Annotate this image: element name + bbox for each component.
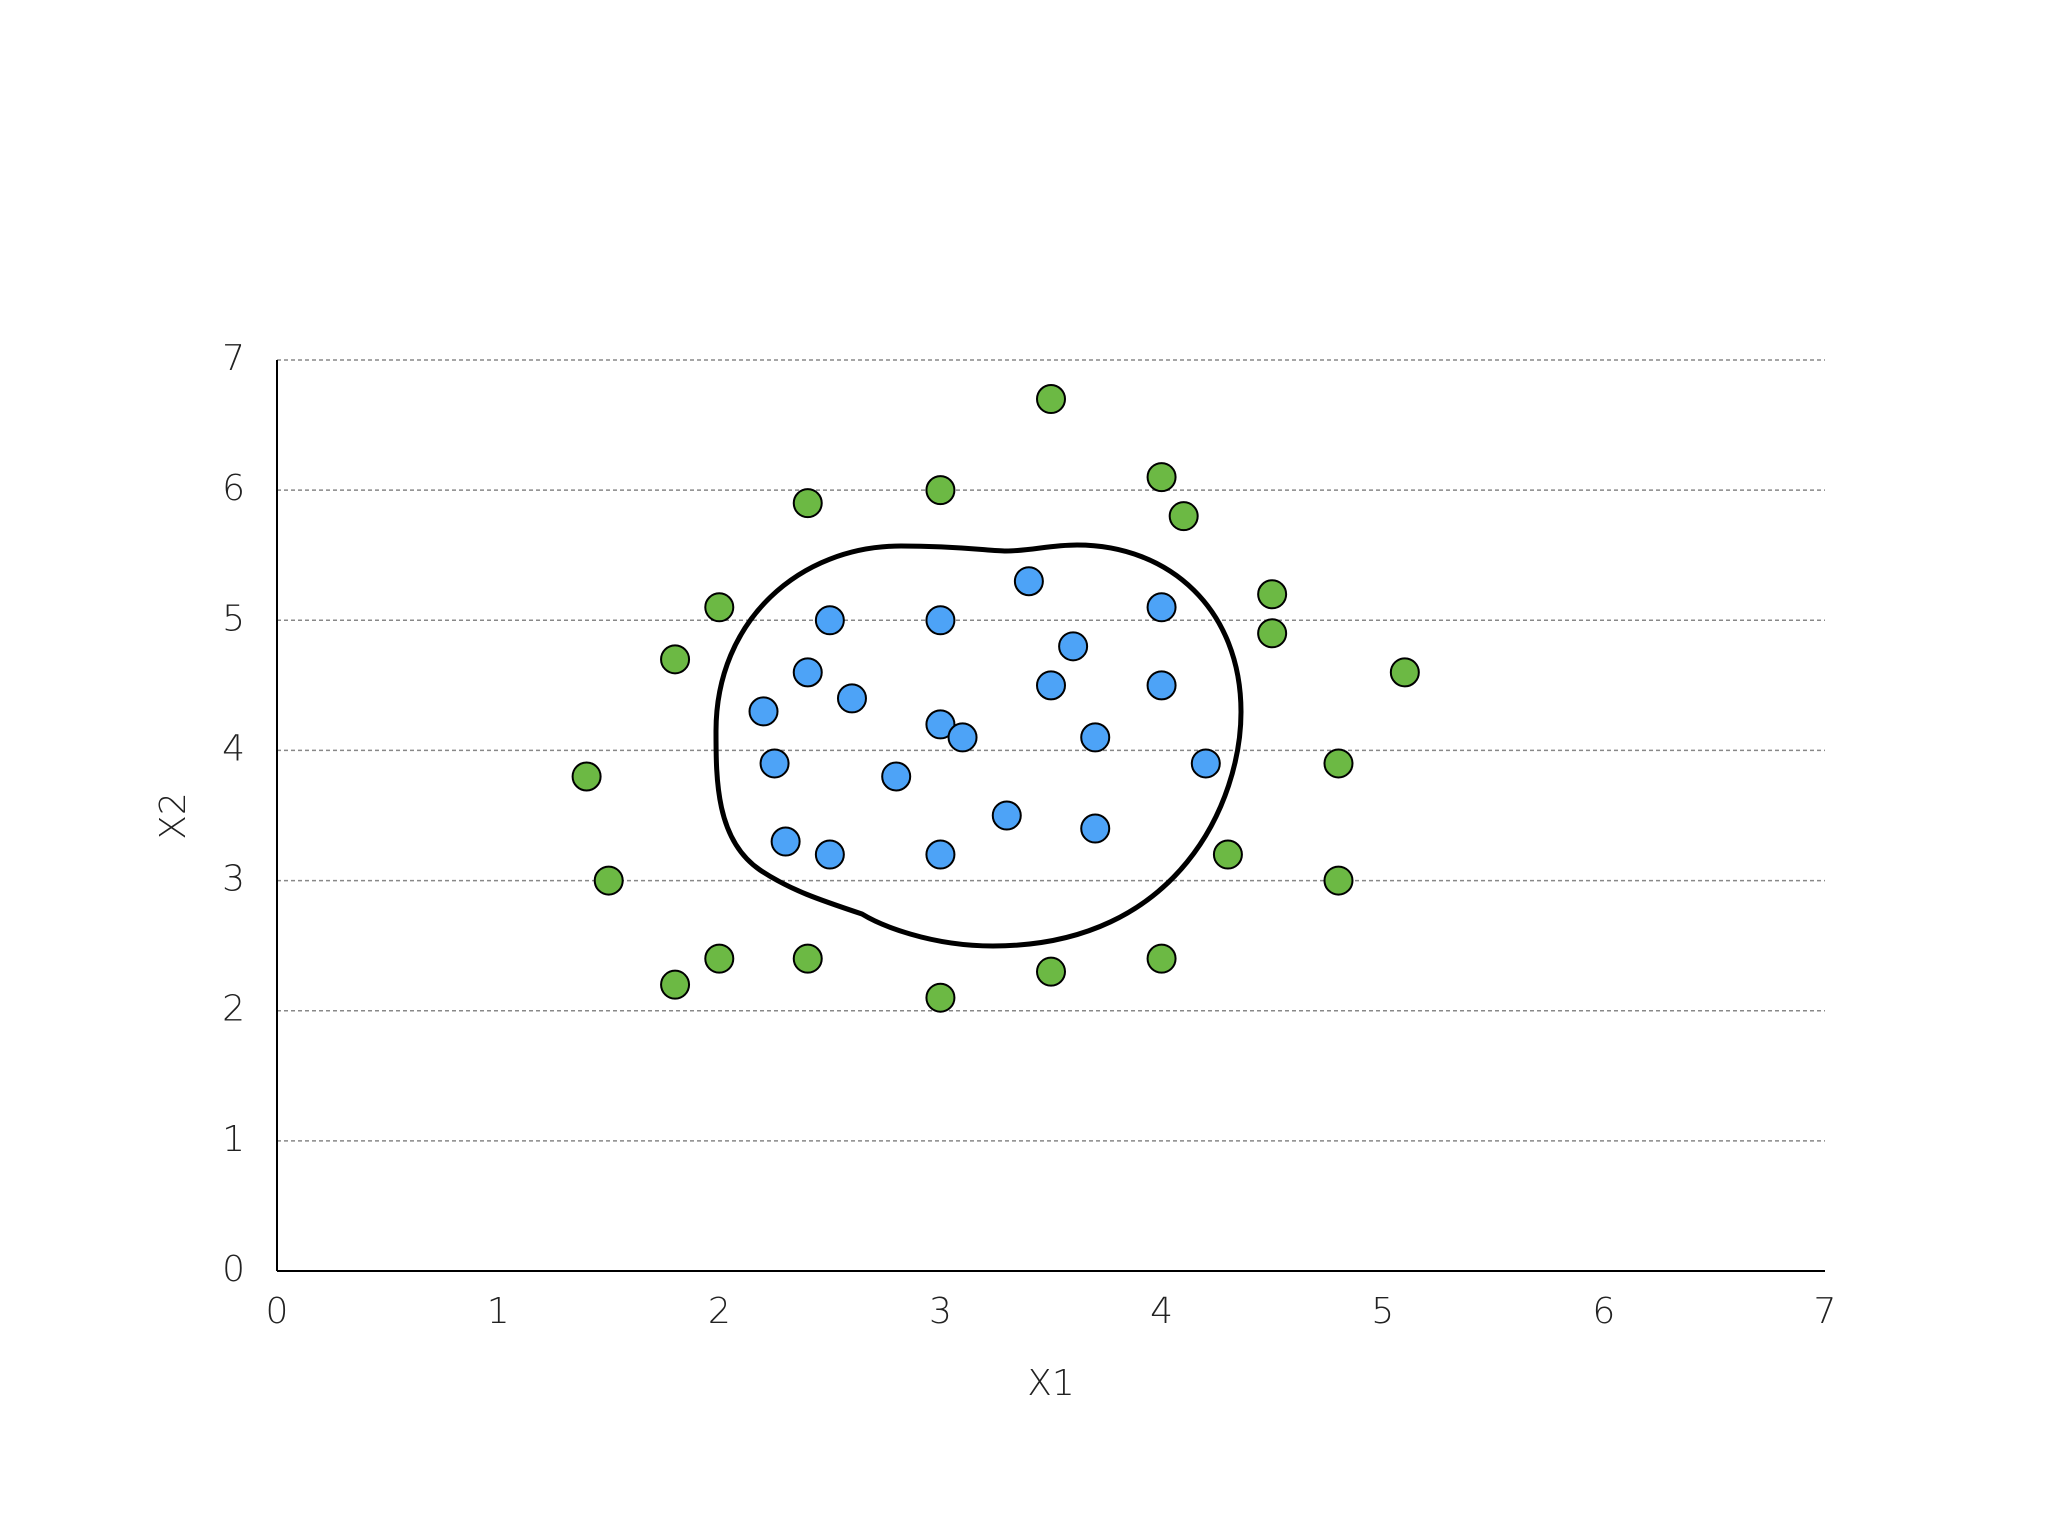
y-tick-label: 7 (222, 338, 245, 379)
point (1036, 670, 1066, 701)
x-axis-label: X1 (1027, 1363, 1075, 1404)
point (1080, 813, 1111, 844)
x-tick-label: 4 (1150, 1291, 1173, 1332)
point (759, 748, 790, 779)
decision-boundary (713, 542, 1244, 949)
point (704, 592, 735, 623)
point (1190, 748, 1221, 779)
y-tick-label: 3 (222, 859, 245, 900)
point (770, 826, 801, 857)
point (1323, 748, 1354, 779)
x-tick-label: 7 (1814, 1291, 1837, 1332)
x-tick-label: 5 (1371, 1291, 1394, 1332)
point (792, 657, 823, 688)
point (814, 605, 845, 636)
point (1146, 670, 1177, 701)
y-tick-label: 4 (222, 728, 245, 769)
point (1058, 631, 1089, 662)
point (925, 475, 956, 506)
point (925, 709, 956, 740)
x-tick-label: 6 (1592, 1291, 1615, 1332)
point (571, 761, 602, 792)
point (660, 969, 691, 1000)
point (1036, 384, 1066, 415)
y-tick-label: 5 (222, 598, 245, 639)
y-tick-label: 2 (222, 989, 245, 1030)
point (814, 839, 845, 870)
point (836, 683, 867, 714)
point (1146, 592, 1177, 623)
x-tick-label: 0 (266, 1291, 289, 1332)
point (991, 800, 1022, 831)
point (1389, 657, 1420, 688)
point (1168, 501, 1199, 532)
point (1146, 462, 1177, 493)
x-tick-label: 1 (487, 1291, 510, 1332)
point (1146, 943, 1177, 974)
point (593, 865, 624, 896)
y-axis-label: X2 (153, 792, 194, 840)
point (748, 696, 779, 727)
point (947, 722, 978, 753)
point (925, 605, 956, 636)
point (1080, 722, 1111, 753)
x-tick-label: 3 (929, 1291, 952, 1332)
point (925, 839, 956, 870)
y-tick-label: 0 (222, 1249, 245, 1290)
point (792, 943, 823, 974)
point (660, 644, 691, 675)
point (925, 982, 956, 1013)
point (1323, 865, 1354, 896)
point (1013, 566, 1044, 597)
point (1212, 839, 1243, 870)
y-tick-label: 6 (222, 468, 245, 509)
x-tick-label: 2 (708, 1291, 731, 1332)
point (881, 761, 912, 792)
point (704, 943, 735, 974)
point (1257, 579, 1288, 610)
point (792, 488, 823, 519)
y-tick-label: 1 (222, 1119, 245, 1160)
point (1257, 618, 1288, 649)
point (1036, 956, 1066, 987)
